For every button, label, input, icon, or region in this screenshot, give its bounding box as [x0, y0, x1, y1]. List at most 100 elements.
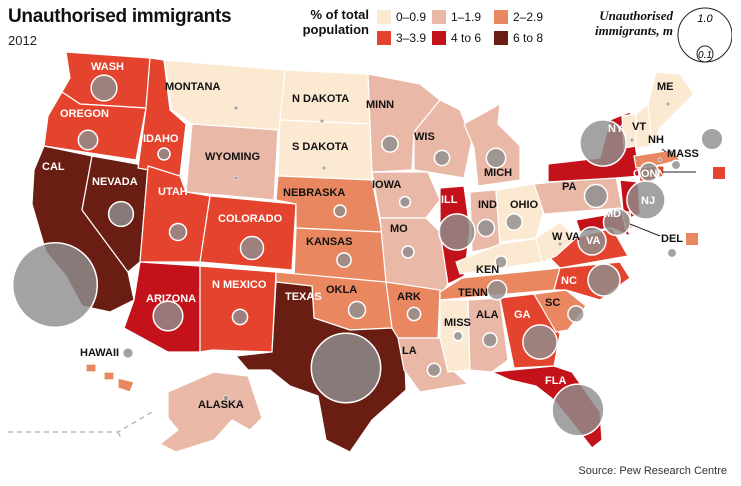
state-shape-montana — [163, 59, 286, 131]
state-label-n-mexico: N MEXICO — [212, 279, 267, 291]
bubble-key-large-label: 1.0 — [697, 13, 713, 25]
state-label-miss: MISS — [444, 317, 471, 329]
state-bubble-fla — [551, 383, 605, 437]
state-shape-me — [647, 71, 695, 149]
legend-heading-line-2: population — [302, 22, 369, 37]
state-label-alaska: ALASKA — [198, 399, 244, 411]
state-label-ill: ILL — [441, 194, 458, 206]
state-label-wyoming: WYOMING — [205, 151, 260, 163]
state-shape-ri — [655, 165, 665, 179]
state-bubble-me — [665, 101, 671, 107]
state-bubble-la — [426, 362, 442, 378]
state-shape-iowa — [371, 171, 441, 219]
state-shape-utah — [139, 165, 211, 263]
legend-label: 4 to 6 — [451, 31, 482, 45]
state-shape-ind — [469, 189, 501, 253]
state-label-texas: TEXAS — [285, 291, 322, 303]
state-label-montana: MONTANA — [165, 81, 220, 93]
state-bubble-ind — [476, 218, 496, 238]
state-bubble-ri — [670, 159, 682, 171]
state-shape-fla — [489, 365, 603, 449]
state-label-nc: NC — [561, 275, 577, 287]
state-shape-alaska — [158, 371, 263, 453]
state-bubble-w-va — [557, 241, 563, 247]
state-shape-miss — [439, 299, 471, 373]
state-label-iowa: IOWA — [372, 179, 401, 191]
state-label-nh: NH — [648, 134, 664, 146]
state-label-oregon: OREGON — [60, 108, 109, 120]
state-bubble-n-mexico — [231, 308, 249, 326]
mass-leader-line — [661, 148, 667, 153]
state-label-mo: MO — [390, 223, 408, 235]
legend-label: 6 to 8 — [513, 31, 544, 45]
page-title: Unauthorised immigrants — [8, 6, 232, 27]
state-bubble-ark — [406, 306, 422, 322]
state-shape-la — [397, 337, 470, 393]
state-shape-nh — [635, 102, 653, 149]
del-leader-line — [629, 223, 661, 237]
state-shape-mo — [379, 217, 449, 297]
state-label-ri: RI — [699, 167, 710, 179]
legend-item-2-2.9: 2–2.9 — [494, 10, 543, 24]
state-shapes — [31, 51, 695, 453]
ri-swatch — [713, 167, 725, 179]
state-label-minn: MINN — [366, 99, 394, 111]
state-bubble-wis — [433, 149, 451, 167]
state-label-nevada: NEVADA — [92, 176, 138, 188]
state-label-ohio: OHIO — [510, 199, 539, 211]
source-note: Source: Pew Research Centre — [578, 465, 727, 477]
state-shape-wis — [413, 99, 473, 179]
state-label-ala: ALA — [476, 309, 499, 321]
state-bubble-alaska — [223, 394, 230, 401]
state-bubble-wyoming — [233, 175, 239, 181]
state-shape-wash — [61, 51, 151, 109]
state-shape-mich — [463, 102, 521, 187]
bubble-legend-heading-line-2: immigrants, m — [594, 23, 673, 38]
state-label-n-dakota: N DAKOTA — [292, 93, 349, 105]
state-bubble-hawaii — [121, 346, 135, 360]
state-bubble-sc — [567, 305, 585, 323]
state-label-s-dakota: S DAKOTA — [292, 141, 349, 153]
state-label-kansas: KANSAS — [306, 236, 352, 248]
state-shape-okla — [275, 271, 393, 331]
state-bubble-cal — [11, 241, 99, 329]
state-shape-ny — [547, 111, 641, 183]
state-shape-ohio — [495, 183, 545, 243]
state-shape-sc — [533, 289, 587, 333]
state-bubble-vt — [629, 137, 635, 143]
state-label-conn: CONN — [633, 168, 665, 180]
legend-heading: % of total population — [281, 7, 369, 37]
state-bubbles — [11, 74, 724, 437]
state-label-hawaii: HAWAII — [80, 347, 119, 359]
legend-swatch — [432, 10, 446, 24]
state-bubble-montana — [233, 105, 239, 111]
state-bubble-ohio — [505, 213, 523, 231]
state-bubble-nebraska — [333, 204, 347, 218]
del-swatch — [686, 233, 698, 245]
legend-label: 2–2.9 — [513, 10, 544, 24]
state-bubble-texas — [310, 332, 382, 404]
state-label-nebraska: NEBRASKA — [283, 187, 345, 199]
state-bubble-md — [602, 207, 632, 237]
state-bubble-kansas — [336, 252, 352, 268]
state-bubble-ken — [494, 255, 508, 269]
state-bubble-iowa — [398, 195, 412, 209]
state-shape-texas — [234, 281, 407, 453]
year-subtitle: 2012 — [8, 33, 37, 48]
state-shape-va — [549, 227, 629, 269]
state-shape-wyoming — [185, 123, 279, 201]
state-label-ind: IND — [478, 199, 497, 211]
state-label-ny: NY — [608, 123, 624, 135]
state-bubble-nj — [626, 180, 666, 220]
legend-swatch — [377, 10, 391, 24]
state-bubble-colorado — [239, 235, 265, 261]
state-label-idaho: IDAHO — [143, 133, 179, 145]
state-label-fla: FLA — [545, 375, 566, 387]
state-shape-arizona — [123, 261, 201, 353]
state-label-colorado: COLORADO — [218, 213, 283, 225]
state-shape-mass — [633, 149, 682, 169]
legend-swatch — [494, 31, 508, 45]
state-bubble-del — [666, 247, 678, 259]
